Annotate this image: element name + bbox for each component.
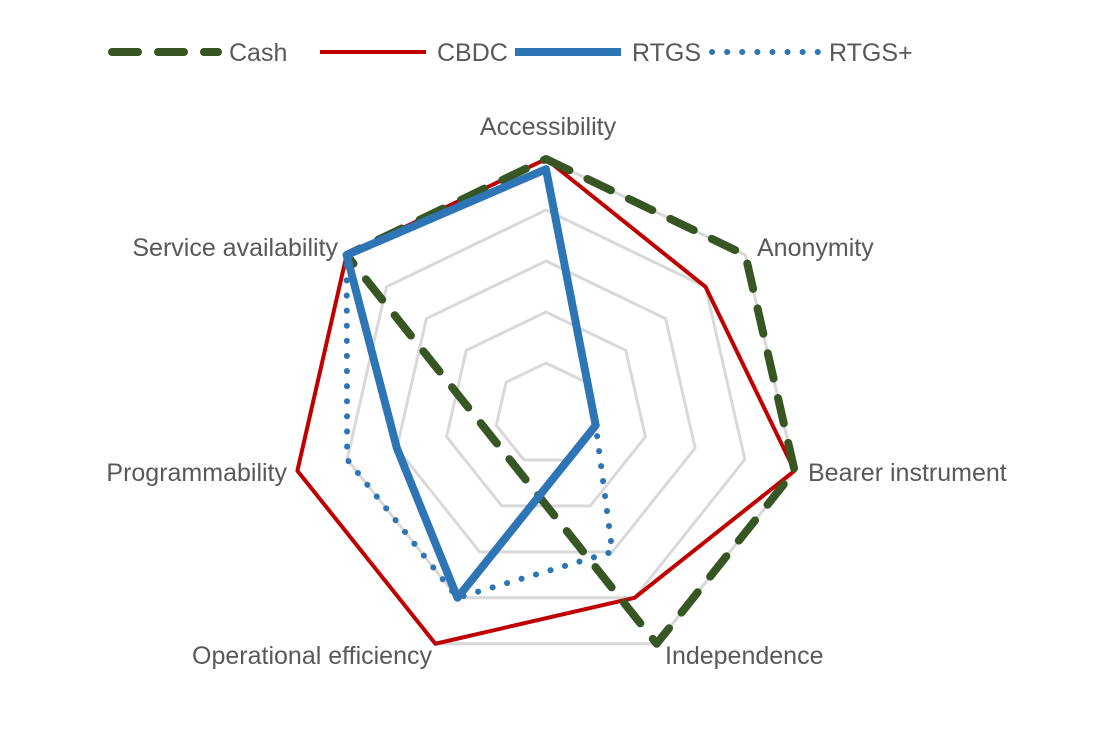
series-line-rtgs — [342, 165, 600, 602]
axis-label-bearer-instrument: Bearer instrument — [808, 459, 1007, 487]
grid-ring-2 — [444, 310, 648, 508]
series-line-cash — [342, 155, 799, 648]
grid-ring-5 — [295, 157, 797, 646]
axis-labels: Accessibility Anonymity Bearer instrument I… — [106, 113, 1006, 670]
series-line-cbdc — [295, 157, 797, 646]
axis-label-service-availability: Service availability — [132, 234, 338, 262]
legend: Cash CBDC RTGS RTGS+ — [108, 39, 913, 67]
axis-label-accessibility: Accessibility — [480, 113, 617, 141]
legend-label-3: RTGS+ — [829, 39, 913, 67]
legend-label-1: CBDC — [437, 39, 508, 67]
axis-label-anonymity: Anonymity — [757, 234, 874, 262]
series-group — [295, 155, 799, 648]
radar-grid — [295, 157, 797, 646]
legend-label-2: RTGS — [632, 39, 701, 67]
axis-label-operational-efficiency: Operational efficiency — [192, 642, 432, 670]
axis-label-independence: Independence — [665, 642, 823, 670]
grid-ring-4 — [345, 208, 747, 600]
grid-ring-3 — [395, 259, 697, 554]
legend-label-0: Cash — [229, 39, 287, 67]
axis-label-programmability: Programmability — [106, 459, 287, 487]
